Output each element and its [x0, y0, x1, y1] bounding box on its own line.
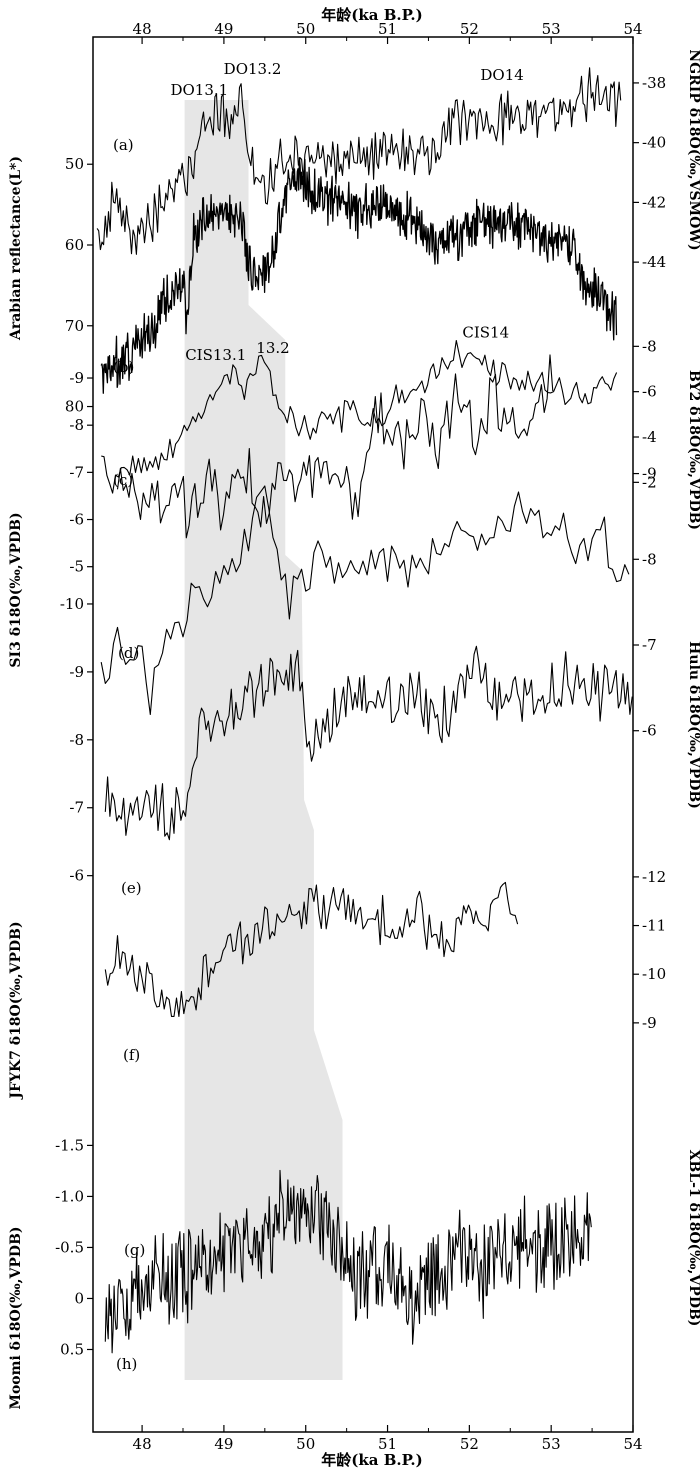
panel-label-h: (h) [116, 1355, 137, 1373]
y-tick-label-c: -6 [642, 383, 657, 401]
x-tick-label-top: 53 [542, 20, 561, 38]
y-axis-title-e: Hulu δ18O(‰,VPDB) [686, 641, 700, 809]
x-axis-title-top: 年龄(ka B.P.) [321, 6, 422, 24]
panel-label-f: (f) [123, 1046, 140, 1064]
series-line-g [104, 881, 519, 1017]
y-tick-label-e: -8 [642, 550, 657, 568]
series-line-c [101, 339, 618, 494]
y-tick-label-f: -6 [69, 867, 84, 885]
y-tick-label-f: -10 [60, 595, 84, 613]
x-tick-label-top: 52 [460, 20, 479, 38]
y-tick-label-c: -8 [642, 337, 657, 355]
x-tick-label-top: 48 [133, 20, 152, 38]
y-tick-label-h: 0 [74, 1289, 84, 1307]
event-label: DO13.1 [170, 81, 228, 99]
y-tick-label-h: -1.0 [55, 1187, 84, 1205]
y-tick-label-h: 0.5 [60, 1340, 84, 1358]
x-tick-label-bottom: 53 [542, 1435, 561, 1453]
y-axis-title-d: SI3 δ18O(‰,VPDB) [8, 512, 24, 667]
y-tick-label-g: -10 [642, 965, 666, 983]
y-tick-label-b: 50 [65, 155, 84, 173]
y-tick-label-d: -8 [69, 416, 84, 434]
y-tick-label-c: -2 [642, 473, 657, 491]
x-tick-label-bottom: 52 [460, 1435, 479, 1453]
panel-label-a: (a) [113, 136, 134, 154]
series-line-d [116, 354, 554, 539]
y-axis-title-g: XBL-1 δ18O(‰,VPDB) [686, 1150, 700, 1327]
y-tick-label-b: 60 [65, 236, 84, 254]
y-axis-title-a: NGRIP δ18O(‰,VSMOW) [686, 49, 700, 250]
y-axis-title-c: BY2 δ18O(‰,VPDB) [686, 370, 700, 530]
y-tick-label-a: -44 [642, 253, 666, 271]
y-tick-label-b: 70 [65, 317, 84, 335]
event-label: DO13.2 [224, 60, 282, 78]
x-tick-label-bottom: 54 [623, 1435, 642, 1453]
panel-label-e: (e) [121, 879, 142, 897]
event-label: CIS14 [462, 323, 509, 341]
shaded-interval [184, 100, 343, 1380]
event-label: DO14 [480, 66, 523, 84]
x-axis-top: 48 49 50 51 52 53 54 [133, 20, 643, 44]
y-tick-label-e: -7 [642, 636, 657, 654]
series-line-h [104, 1169, 592, 1354]
y-tick-label-h: -1.5 [55, 1136, 84, 1154]
panel-label-g: (g) [124, 1241, 145, 1259]
x-tick-label-bottom: 48 [133, 1435, 152, 1453]
x-axis-title-bottom: 年龄(ka B.P.) [321, 1451, 422, 1469]
y-tick-label-c: -4 [642, 428, 657, 446]
y-tick-label-a: -38 [642, 74, 666, 92]
y-tick-label-f: -9 [69, 663, 84, 681]
plot-frame [92, 36, 634, 1433]
labels-layer: (a) (b) (c) (d) (e) (f) (g) (h) DO13.1 DO13.2 DO14… [113, 60, 524, 1373]
series-line-f [104, 645, 633, 841]
y-tick-label-f: -8 [69, 731, 84, 749]
y-axis-title-f: JFYK7 δ18O(‰,VPDB) [8, 921, 24, 1100]
y-tick-label-a: -42 [642, 193, 666, 211]
panel-label-d: (d) [118, 644, 139, 662]
series-line-e [100, 485, 630, 716]
x-tick-label-top: 51 [378, 20, 397, 38]
x-tick-label-top: 49 [214, 20, 233, 38]
y-tick-label-d: -5 [69, 558, 84, 576]
x-tick-label-top: 50 [296, 20, 315, 38]
shaded-interval-layer [184, 100, 343, 1380]
y-tick-label-b: 80 [65, 398, 84, 416]
x-tick-label-bottom: 50 [296, 1435, 315, 1453]
x-axis-bottom: 48 49 50 51 52 53 54 [133, 1425, 643, 1453]
y-tick-label-g: -9 [642, 1014, 657, 1032]
y-axis-title-h: Moomi δ18O(‰,VPDB) [8, 1226, 24, 1409]
y-tick-label-g: -11 [642, 917, 666, 935]
x-tick-label-bottom: 49 [214, 1435, 233, 1453]
series-line-b [100, 157, 618, 394]
event-label: 13.2 [256, 339, 289, 357]
x-tick-label-top: 54 [623, 20, 642, 38]
y-tick-label-g: -12 [642, 868, 666, 886]
x-tick-label-bottom: 51 [378, 1435, 397, 1453]
y-tick-label-e: -6 [642, 722, 657, 740]
event-label: CIS13.1 [185, 346, 246, 364]
series-line-a [96, 67, 622, 255]
y-tick-label-d: -7 [69, 463, 84, 481]
y-tick-label-e: -9 [642, 465, 657, 483]
y-tick-label-d: -6 [69, 511, 84, 529]
panel-label-c: (c) [113, 471, 133, 489]
y-tick-label-f: -7 [69, 799, 84, 817]
series-layer [96, 67, 633, 1354]
y-axis-title-b: Arabian reflectance(L*) [8, 156, 24, 341]
panel-label-b: (b) [113, 358, 134, 376]
y-tick-label-d: -9 [69, 369, 84, 387]
y-tick-label-a: -40 [642, 134, 666, 152]
y-tick-label-h: -0.5 [55, 1238, 84, 1256]
